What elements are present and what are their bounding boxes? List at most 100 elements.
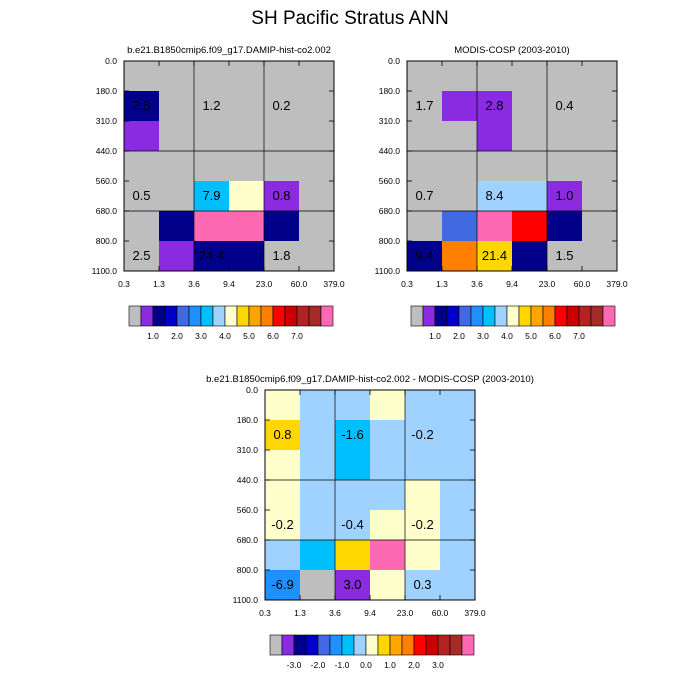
colorbar-swatch	[281, 634, 295, 656]
colorbar-swatch	[236, 305, 250, 327]
heatmap-cell	[477, 121, 513, 152]
colorbar-swatch	[296, 305, 310, 327]
heatmap-cell	[159, 151, 195, 182]
heatmap-cell	[547, 241, 583, 272]
heatmap-cell	[335, 420, 371, 451]
y-tick-label: 560.0	[96, 176, 118, 186]
panel-title: MODIS-COSP (2003-2010)	[454, 45, 569, 56]
y-tick-label: 310.0	[379, 116, 401, 126]
colorbar-swatch	[446, 305, 460, 327]
heatmap-cell	[405, 540, 441, 571]
data-label: 8.4	[485, 188, 503, 203]
colorbar-label: 2.0	[453, 331, 465, 341]
colorbar-swatch	[506, 305, 520, 327]
heatmap-panel-3: b.e21.B1850cmip6.f09_g17.DAMIP-hist-co2.…	[206, 374, 534, 670]
colorbar-label: 7.0	[573, 331, 585, 341]
heatmap-cell	[477, 91, 513, 122]
heatmap-cell	[265, 420, 301, 451]
x-tick-label: 0.3	[401, 279, 413, 289]
heatmap-cell	[370, 450, 406, 481]
heatmap-cell	[300, 570, 336, 601]
heatmap-cell	[299, 211, 335, 242]
colorbar-swatch	[413, 634, 427, 656]
colorbar: 1.0 2.0 3.0 4.0 5.0 6.0 7.0	[410, 305, 616, 341]
x-tick-label: 3.6	[329, 608, 341, 618]
colorbar-swatch	[422, 305, 436, 327]
colorbar-swatch	[176, 305, 190, 327]
y-tick-label: 0.0	[388, 56, 400, 66]
heatmap-cell	[229, 151, 265, 182]
heatmap-cell	[477, 61, 513, 92]
heatmap-cell	[335, 510, 371, 541]
y-tick-label: 680.0	[379, 206, 401, 216]
heatmap-cell	[264, 241, 300, 272]
colorbar-swatch	[293, 634, 307, 656]
data-label: -1.6	[341, 427, 363, 442]
heatmap-cell	[194, 211, 230, 242]
heatmap-cell	[299, 61, 335, 92]
data-label: 0.4	[555, 98, 573, 113]
heatmap-cell	[229, 241, 265, 272]
y-tick-label: 0.0	[105, 56, 117, 66]
data-label: -0.2	[271, 517, 293, 532]
y-tick-label: 680.0	[96, 206, 118, 216]
heatmap-cell	[265, 540, 301, 571]
heatmap-cell	[442, 151, 478, 182]
heatmap-cell	[265, 450, 301, 481]
heatmap-cell	[440, 480, 476, 511]
heatmap-cell	[124, 61, 160, 92]
y-tick-label: 180.0	[237, 415, 259, 425]
heatmap-cell	[264, 91, 300, 122]
heatmap-cell	[405, 420, 441, 451]
data-label: 1.0	[555, 188, 573, 203]
colorbar-swatch	[401, 634, 415, 656]
colorbar-label: 6.0	[549, 331, 561, 341]
heatmap-cell	[477, 211, 513, 242]
colorbar-swatch	[200, 305, 214, 327]
x-tick-label: 60.0	[432, 608, 449, 618]
heatmap-cell	[299, 151, 335, 182]
x-tick-label: 9.4	[364, 608, 376, 618]
colorbar-swatch	[425, 634, 439, 656]
heatmap-cell	[264, 121, 300, 152]
heatmap-cell	[477, 151, 513, 182]
heatmap-cell	[370, 480, 406, 511]
data-label: -0.2	[411, 517, 433, 532]
heatmap-cell	[405, 510, 441, 541]
colorbar-swatch	[260, 305, 274, 327]
x-tick-label: 60.0	[291, 279, 308, 289]
heatmap-cell	[407, 61, 443, 92]
colorbar-label: 2.0	[171, 331, 183, 341]
heatmap-cell	[335, 390, 371, 421]
data-label: 1.2	[202, 98, 220, 113]
x-tick-label: 1.3	[294, 608, 306, 618]
colorbar-label: 1.0	[429, 331, 441, 341]
data-label: 2.5	[132, 98, 150, 113]
data-label: -6.9	[271, 577, 293, 592]
heatmap-cell	[440, 390, 476, 421]
figure-title: SH Pacific Stratus ANN	[251, 8, 449, 29]
colorbar-swatch	[434, 305, 448, 327]
colorbar-swatch	[410, 305, 424, 327]
heatmap-cell	[582, 241, 618, 272]
heatmap-cell	[442, 91, 478, 122]
colorbar-swatch	[164, 305, 178, 327]
heatmap-cell	[229, 181, 265, 212]
heatmap-cell	[159, 91, 195, 122]
heatmap-cell	[407, 211, 443, 242]
colorbar-label: -3.0	[287, 660, 302, 670]
colorbar-swatch	[341, 634, 355, 656]
heatmap-cell	[440, 450, 476, 481]
data-label: 1.8	[272, 248, 290, 263]
heatmap-cell	[512, 121, 548, 152]
colorbar-label: 3.0	[195, 331, 207, 341]
y-tick-label: 440.0	[96, 146, 118, 156]
colorbar-swatch	[188, 305, 202, 327]
colorbar-swatch	[284, 305, 298, 327]
colorbar-swatch	[320, 305, 334, 327]
x-tick-label: 23.0	[539, 279, 556, 289]
colorbar-swatch	[602, 305, 616, 327]
heatmap-cell	[442, 121, 478, 152]
y-tick-label: 800.0	[237, 565, 259, 575]
